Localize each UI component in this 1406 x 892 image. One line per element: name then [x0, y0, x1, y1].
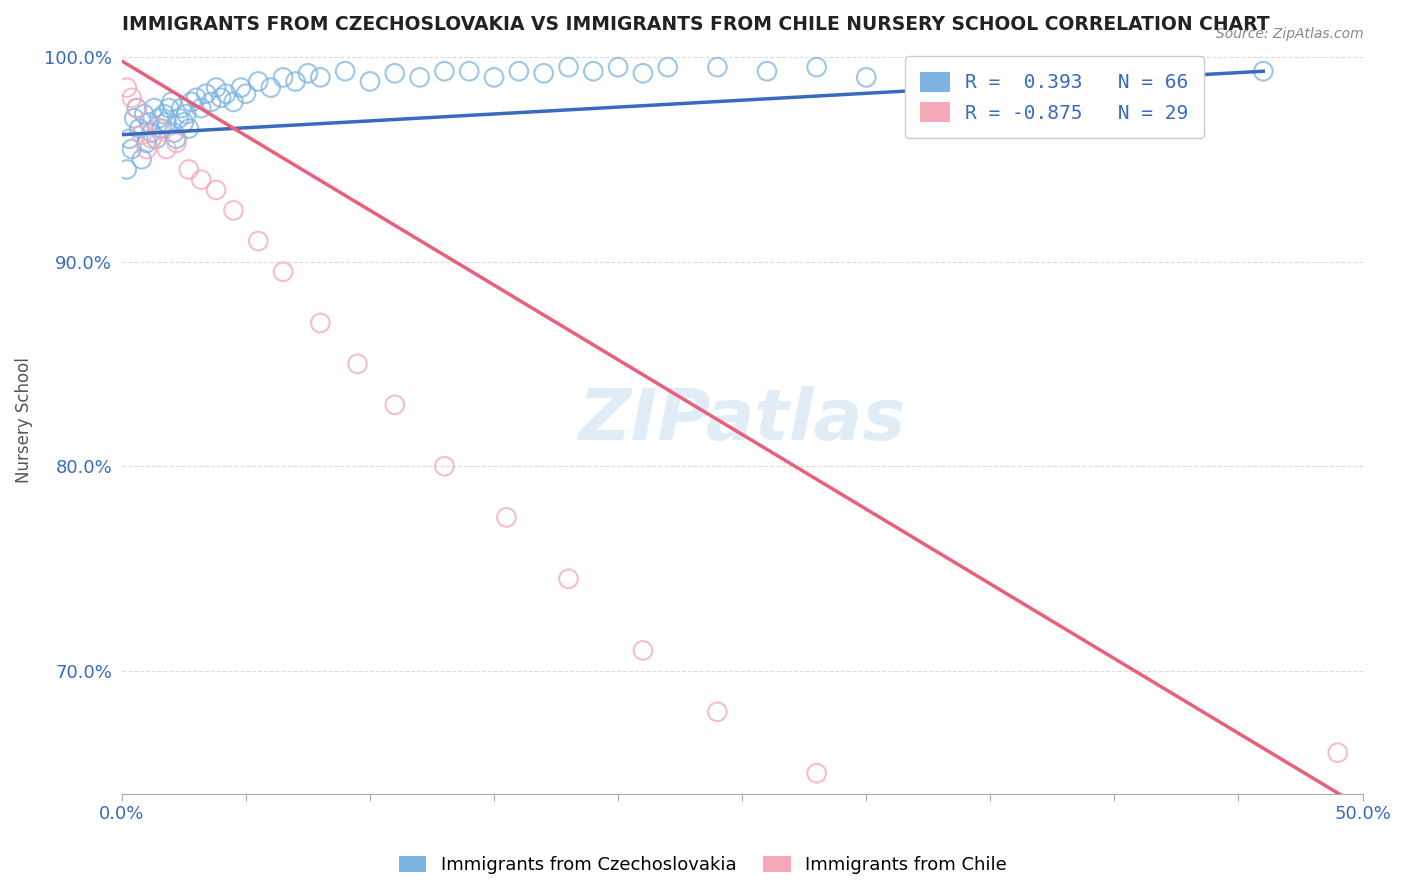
Point	[557, 572, 579, 586]
Point	[141, 132, 163, 146]
Point	[176, 107, 198, 121]
Point	[141, 126, 163, 140]
Point	[1053, 60, 1076, 74]
Point	[155, 115, 177, 129]
Point	[384, 66, 406, 80]
Point	[533, 66, 555, 80]
Point	[177, 162, 200, 177]
Point	[153, 107, 176, 121]
Point	[284, 74, 307, 88]
Point	[205, 80, 228, 95]
Point	[125, 101, 148, 115]
Point	[557, 60, 579, 74]
Point	[195, 87, 218, 101]
Point	[855, 70, 877, 85]
Point	[170, 101, 193, 115]
Point	[145, 132, 167, 146]
Point	[631, 66, 654, 80]
Point	[121, 142, 143, 156]
Point	[173, 115, 195, 129]
Point	[160, 95, 183, 109]
Point	[359, 74, 381, 88]
Point	[235, 87, 257, 101]
Point	[607, 60, 630, 74]
Point	[131, 128, 153, 142]
Point	[180, 95, 202, 109]
Point	[657, 60, 679, 74]
Point	[143, 101, 166, 115]
Point	[138, 115, 160, 129]
Point	[215, 87, 238, 101]
Point	[247, 74, 270, 88]
Point	[247, 234, 270, 248]
Point	[260, 80, 283, 95]
Point	[177, 121, 200, 136]
Point	[205, 183, 228, 197]
Point	[229, 80, 252, 95]
Point	[122, 112, 145, 126]
Point	[271, 265, 294, 279]
Point	[408, 70, 430, 85]
Point	[134, 107, 156, 121]
Point	[115, 80, 138, 95]
Point	[222, 95, 245, 109]
Point	[384, 398, 406, 412]
Point	[157, 101, 180, 115]
Point	[163, 126, 186, 140]
Point	[150, 121, 173, 136]
Point	[186, 91, 208, 105]
Point	[756, 64, 779, 78]
Point	[1326, 746, 1348, 760]
Point	[128, 121, 150, 136]
Point	[135, 136, 157, 150]
Point	[508, 64, 530, 78]
Point	[309, 316, 332, 330]
Point	[482, 70, 505, 85]
Point	[582, 64, 605, 78]
Point	[155, 142, 177, 156]
Point	[806, 766, 828, 780]
Point	[1253, 64, 1275, 78]
Legend: Immigrants from Czechoslovakia, Immigrants from Chile: Immigrants from Czechoslovakia, Immigran…	[391, 847, 1015, 883]
Point	[222, 203, 245, 218]
Point	[979, 70, 1001, 85]
Point	[200, 95, 222, 109]
Legend: R =  0.393   N = 66, R = -0.875   N = 29: R = 0.393 N = 66, R = -0.875 N = 29	[905, 56, 1204, 138]
Point	[165, 136, 187, 150]
Point	[118, 132, 141, 146]
Point	[495, 510, 517, 524]
Point	[190, 172, 212, 186]
Point	[209, 91, 232, 105]
Point	[1153, 64, 1175, 78]
Text: ZIPatlas: ZIPatlas	[578, 385, 905, 455]
Point	[125, 101, 148, 115]
Point	[904, 66, 927, 80]
Point	[135, 142, 157, 156]
Point	[115, 162, 138, 177]
Point	[271, 70, 294, 85]
Y-axis label: Nursery School: Nursery School	[15, 357, 32, 483]
Point	[333, 64, 356, 78]
Text: IMMIGRANTS FROM CZECHOSLOVAKIA VS IMMIGRANTS FROM CHILE NURSERY SCHOOL CORRELATI: IMMIGRANTS FROM CZECHOSLOVAKIA VS IMMIGR…	[122, 15, 1270, 34]
Point	[433, 64, 456, 78]
Point	[433, 459, 456, 474]
Point	[904, 828, 927, 842]
Point	[148, 112, 170, 126]
Point	[631, 643, 654, 657]
Text: Source: ZipAtlas.com: Source: ZipAtlas.com	[1216, 27, 1364, 41]
Point	[806, 60, 828, 74]
Point	[167, 112, 190, 126]
Point	[706, 705, 728, 719]
Point	[165, 132, 187, 146]
Point	[297, 66, 319, 80]
Point	[131, 153, 153, 167]
Point	[458, 64, 481, 78]
Point	[706, 60, 728, 74]
Point	[190, 101, 212, 115]
Point	[309, 70, 332, 85]
Point	[121, 91, 143, 105]
Point	[148, 121, 170, 136]
Point	[346, 357, 368, 371]
